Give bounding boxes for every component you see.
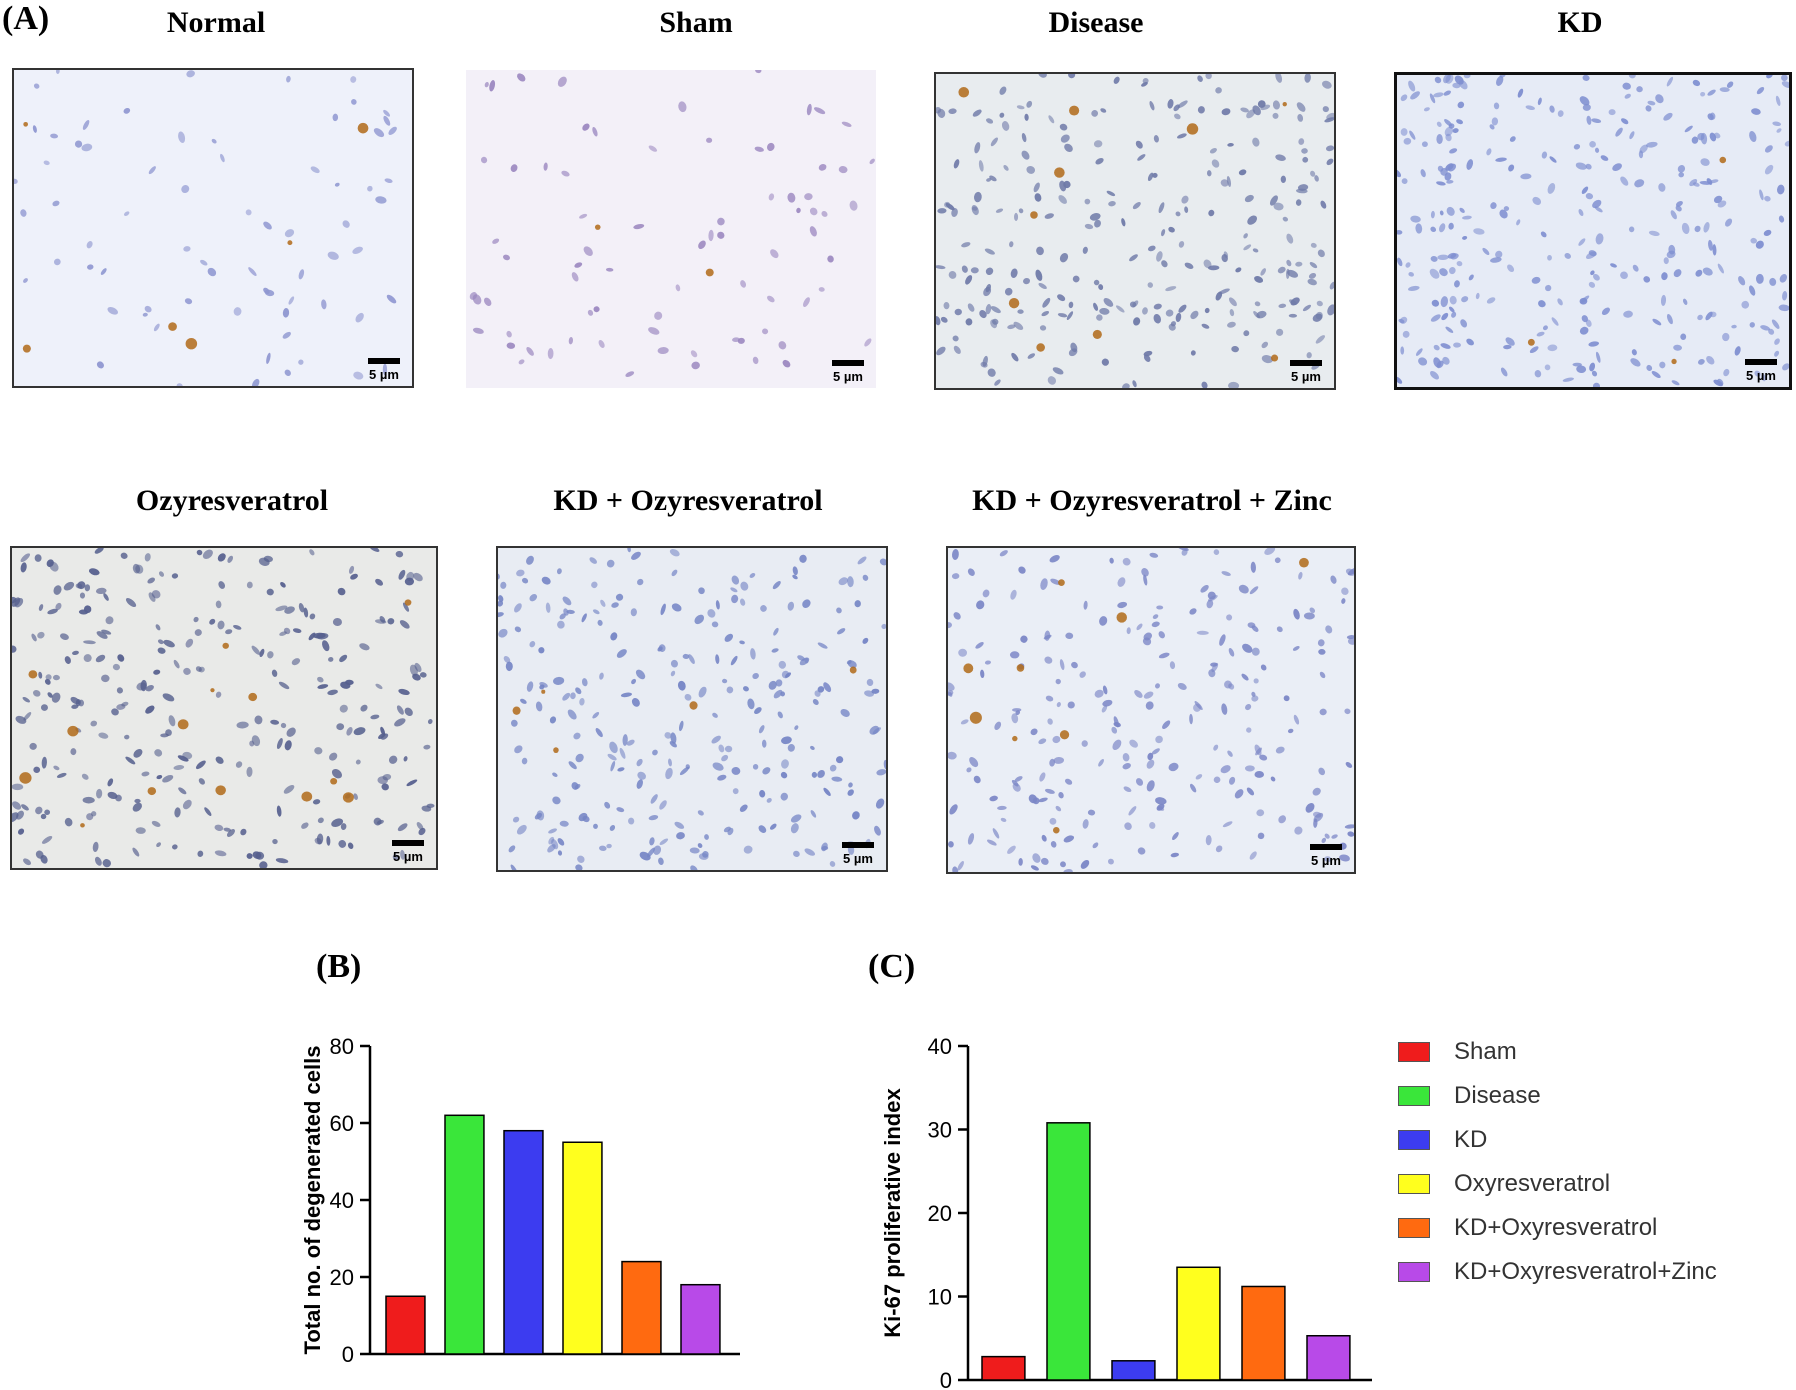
legend-label: KD <box>1454 1126 1488 1153</box>
bar-oxyresveratrol <box>562 1141 603 1355</box>
legend-item: KD+Oxyresveratrol <box>1398 1206 1717 1250</box>
micrograph-title-sham: Sham <box>659 6 733 39</box>
bar-disease <box>1046 1122 1091 1381</box>
legend-swatch <box>1398 1262 1430 1282</box>
legend-label: KD+Oxyresveratrol+Zinc <box>1454 1258 1717 1285</box>
micrograph-kd: 5 µm <box>1394 72 1792 390</box>
micrograph-sham: 5 µm <box>464 68 878 390</box>
bar-sham <box>385 1295 426 1355</box>
y-tick-label: 0 <box>940 1368 952 1390</box>
y-tick-label: 20 <box>330 1265 354 1290</box>
legend-label: Sham <box>1454 1038 1517 1065</box>
scale-bar: 5 µm <box>1306 844 1346 868</box>
scale-label: 5 µm <box>1291 369 1321 384</box>
scale-bar: 5 µm <box>364 358 404 382</box>
micrograph-title-kd-ozyresveratrol: KD + Ozyresveratrol <box>553 484 823 517</box>
y-axis-label: Ki-67 proliferative index <box>880 1088 905 1338</box>
y-tick-label: 60 <box>330 1111 354 1136</box>
y-tick-label: 40 <box>330 1188 354 1213</box>
y-tick-label: 0 <box>342 1342 354 1367</box>
micrograph-texture <box>1397 75 1789 387</box>
scale-label: 5 µm <box>369 367 399 382</box>
micrograph-disease: 5 µm <box>934 72 1336 390</box>
micrograph-texture <box>948 548 1354 872</box>
bar-disease <box>444 1114 485 1355</box>
scale-bar: 5 µm <box>1286 360 1326 384</box>
bar-kd-oxyresveratrol <box>1241 1285 1286 1381</box>
micrograph-texture <box>498 548 886 870</box>
legend-label: Oxyresveratrol <box>1454 1170 1611 1197</box>
panel-label-a: (A) <box>2 0 50 37</box>
scale-bar: 5 µm <box>388 840 428 864</box>
scale-label: 5 µm <box>1311 853 1341 868</box>
micrograph-texture <box>12 548 436 868</box>
bar-kd <box>503 1129 544 1355</box>
bar-kd-oxyresveratrol-zinc <box>680 1283 721 1355</box>
scale-bar: 5 µm <box>1741 359 1781 383</box>
scale-label: 5 µm <box>843 851 873 866</box>
y-tick-label: 20 <box>928 1201 952 1226</box>
legend-swatch <box>1398 1218 1430 1238</box>
micrograph-title-ozyresveratrol: Ozyresveratrol <box>135 484 329 517</box>
bar-sham <box>981 1355 1026 1381</box>
micrograph-texture <box>936 74 1334 388</box>
micrograph-title-kd: KD <box>1557 6 1603 39</box>
legend-swatch <box>1398 1174 1430 1194</box>
y-tick-label: 80 <box>330 1034 354 1059</box>
micrograph-kd-ozyresveratrol-zinc: 5 µm <box>946 546 1356 874</box>
legend-item: Sham <box>1398 1030 1717 1074</box>
legend-swatch <box>1398 1042 1430 1062</box>
micrograph-title-kd-ozyresveratrol-zinc: KD + Ozyresveratrol + Zinc <box>972 484 1332 517</box>
legend-label: KD+Oxyresveratrol <box>1454 1214 1658 1241</box>
legend: Sham Disease KD Oxyresveratrol KD+Oxyresvera… <box>1398 1030 1717 1294</box>
bar-kd <box>1111 1360 1156 1381</box>
bar-oxyresveratrol <box>1176 1266 1221 1381</box>
y-tick-label: 30 <box>928 1118 952 1143</box>
scale-bar: 5 µm <box>828 360 868 384</box>
bar-kd-oxyresveratrol-zinc <box>1306 1334 1351 1381</box>
bar-kd-oxyresveratrol <box>621 1260 662 1355</box>
micrograph-kd-ozyresveratrol: 5 µm <box>496 546 888 872</box>
scale-bar: 5 µm <box>838 842 878 866</box>
legend-item: Disease <box>1398 1074 1717 1118</box>
legend-item: KD+Oxyresveratrol+Zinc <box>1398 1250 1717 1294</box>
scale-label: 5 µm <box>1746 368 1776 383</box>
legend-swatch <box>1398 1130 1430 1150</box>
chart-ki67-index: 0 10 20 30 40 Ki-67 proliferative index <box>880 1034 1372 1390</box>
micrograph-ozyresveratrol: 5 µm <box>10 546 438 870</box>
legend-item: KD <box>1398 1118 1717 1162</box>
scale-label: 5 µm <box>393 849 423 864</box>
micrograph-texture <box>466 70 876 388</box>
y-axis-label: Total no. of degenerated cells <box>300 1046 325 1355</box>
y-tick-label: 40 <box>928 1034 952 1059</box>
scale-label: 5 µm <box>833 369 863 384</box>
legend-item: Oxyresveratrol <box>1398 1162 1717 1206</box>
micrograph-title-normal: Normal <box>166 6 266 39</box>
panel-label-b: (B) <box>316 948 362 985</box>
y-tick-label: 10 <box>928 1285 952 1310</box>
micrograph-title-disease: Disease <box>1048 6 1144 39</box>
panel-label-c: (C) <box>868 948 916 985</box>
micrograph-texture <box>14 70 412 386</box>
legend-label: Disease <box>1454 1082 1541 1109</box>
legend-swatch <box>1398 1086 1430 1106</box>
micrograph-normal: 5 µm <box>12 68 414 388</box>
